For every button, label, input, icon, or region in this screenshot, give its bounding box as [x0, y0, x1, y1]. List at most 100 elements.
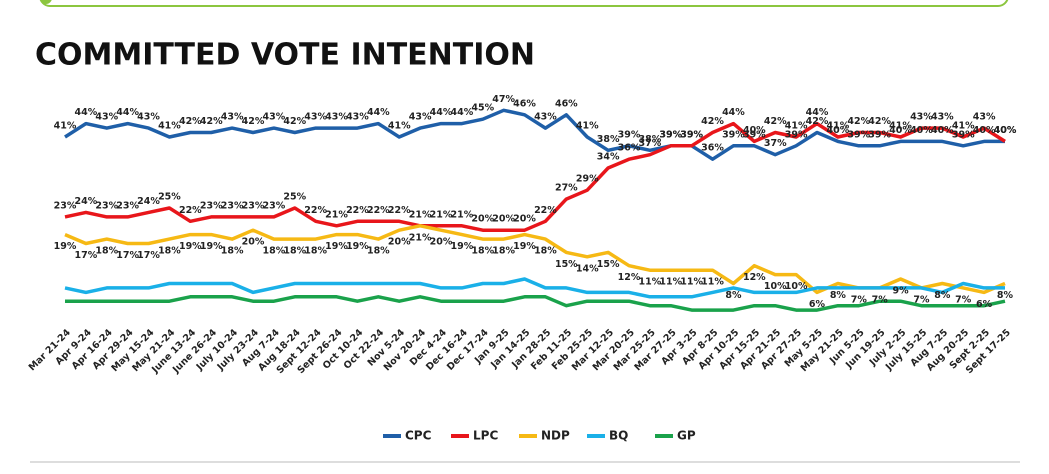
data-label: 43%	[931, 112, 954, 123]
data-label: 11%	[659, 277, 682, 288]
chart-title: COMMITTED VOTE INTENTION	[35, 38, 535, 73]
data-label: 7%	[955, 294, 972, 305]
data-label: 19%	[513, 241, 536, 252]
data-label: 12%	[743, 272, 766, 283]
series-line	[64, 108, 1005, 161]
data-label: 9%	[892, 286, 909, 297]
data-label: 25%	[158, 192, 181, 203]
data-label: 7%	[872, 294, 889, 305]
data-label: 41%	[827, 120, 850, 131]
data-label: 46%	[555, 98, 578, 109]
data-label: 44%	[451, 107, 474, 118]
data-label: 21%	[325, 209, 348, 220]
data-label: 23%	[116, 200, 139, 211]
series-line	[65, 295, 1006, 312]
data-label: 36%	[618, 143, 641, 154]
data-label: 19%	[54, 241, 77, 252]
data-label: 36%	[701, 143, 724, 154]
legend-label: CPC	[405, 429, 432, 443]
data-label: 22%	[346, 205, 369, 216]
data-label: 23%	[200, 200, 223, 211]
data-label: 20%	[242, 237, 265, 248]
data-label: 11%	[639, 277, 662, 288]
data-label: 19%	[179, 241, 202, 252]
data-label: 42%	[806, 116, 829, 127]
data-label: 42%	[179, 116, 202, 127]
legend-label: BQ	[609, 429, 628, 443]
data-label: 42%	[868, 116, 891, 127]
data-label: 39%	[659, 129, 682, 140]
series-line	[64, 277, 1005, 299]
data-label: 42%	[283, 116, 306, 127]
data-label: 41%	[576, 120, 599, 131]
data-label: 17%	[75, 250, 98, 261]
data-label: 42%	[242, 116, 265, 127]
data-label: 22%	[179, 205, 202, 216]
legend-label: LPC	[473, 429, 498, 443]
data-label: 18%	[304, 246, 327, 257]
data-label: 43%	[263, 112, 286, 123]
data-label: 20%	[492, 214, 515, 225]
data-label: 40%	[931, 125, 954, 136]
data-label: 42%	[764, 116, 787, 127]
data-label: 43%	[325, 112, 348, 123]
data-label: 17%	[137, 250, 160, 261]
data-label: 18%	[534, 246, 557, 257]
data-label: 40%	[889, 125, 912, 136]
data-label: 20%	[388, 237, 411, 248]
data-label: 20%	[430, 237, 453, 248]
data-label: 44%	[75, 107, 98, 118]
data-label: 43%	[910, 112, 933, 123]
data-label: 18%	[263, 246, 286, 257]
data-label: 24%	[75, 196, 98, 207]
data-label: 23%	[54, 200, 77, 211]
data-label: 39%	[847, 129, 870, 140]
data-label: 21%	[430, 209, 453, 220]
data-label: 23%	[263, 200, 286, 211]
data-label: 21%	[409, 209, 432, 220]
data-label: 44%	[367, 107, 390, 118]
data-label: 43%	[346, 112, 369, 123]
data-label: 44%	[806, 107, 829, 118]
data-label: 22%	[534, 205, 557, 216]
data-label: 18%	[158, 246, 181, 257]
data-label: 18%	[471, 246, 494, 257]
data-label: 39%	[743, 129, 766, 140]
data-label: 43%	[534, 112, 557, 123]
data-label: 42%	[701, 116, 724, 127]
data-label: 43%	[221, 112, 244, 123]
data-label: 21%	[409, 232, 432, 243]
data-label: 40%	[743, 125, 766, 136]
data-label: 21%	[451, 209, 474, 220]
data-label: 39%	[722, 129, 745, 140]
data-label: 23%	[242, 200, 265, 211]
data-label: 10%	[785, 281, 808, 292]
data-label: 22%	[367, 205, 390, 216]
data-label: 6%	[809, 299, 826, 310]
data-label: 44%	[722, 107, 745, 118]
data-label: 11%	[701, 277, 724, 288]
data-label: 44%	[430, 107, 453, 118]
data-label: 23%	[221, 200, 244, 211]
data-label: 47%	[492, 94, 515, 105]
data-label: 8%	[830, 290, 847, 301]
data-label: 43%	[409, 112, 432, 123]
data-label: 25%	[283, 192, 306, 203]
data-label: 45%	[471, 103, 494, 114]
data-label: 15%	[555, 259, 578, 270]
data-label: 22%	[388, 205, 411, 216]
data-label: 42%	[847, 116, 870, 127]
data-label: 37%	[639, 138, 662, 149]
data-label: 12%	[618, 272, 641, 283]
data-label: 41%	[785, 120, 808, 131]
data-label: 6%	[976, 299, 993, 310]
data-label: 14%	[576, 263, 599, 274]
series-line	[64, 121, 1006, 232]
data-label: 46%	[513, 98, 536, 109]
data-label: 15%	[597, 259, 620, 270]
data-label: 44%	[116, 107, 139, 118]
data-label: 18%	[492, 246, 515, 257]
data-label: 39%	[868, 129, 891, 140]
data-label: 19%	[346, 241, 369, 252]
legend-label: NDP	[541, 429, 570, 443]
